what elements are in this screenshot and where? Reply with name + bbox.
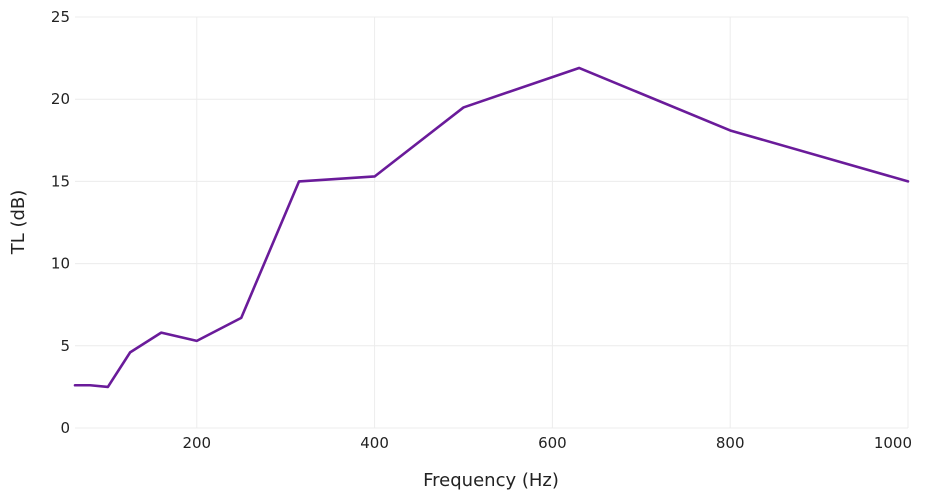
x-tick-label-2: 600 — [538, 434, 567, 452]
x-axis-title: Frequency (Hz) — [423, 470, 559, 491]
y-tick-label-0: 0 — [60, 419, 70, 437]
y-axis-title: TL (dB) — [8, 190, 29, 256]
x-tick-label-1: 400 — [360, 434, 389, 452]
y-axis-ticks: 0 5 10 15 20 25 — [51, 8, 70, 437]
y-tick-label-1: 5 — [60, 337, 70, 355]
x-tick-label-4: 1000 — [874, 434, 912, 452]
y-tick-label-3: 15 — [51, 172, 70, 190]
grid — [75, 16, 909, 429]
series-layer — [73, 66, 910, 389]
y-tick-label-5: 25 — [51, 8, 70, 26]
y-tick-label-2: 10 — [51, 255, 70, 273]
series-line-0 — [73, 66, 910, 389]
x-axis-ticks: 200 400 600 800 1000 — [182, 434, 912, 452]
x-tick-label-3: 800 — [716, 434, 745, 452]
x-tick-label-0: 200 — [182, 434, 211, 452]
y-tick-label-4: 20 — [51, 90, 70, 108]
